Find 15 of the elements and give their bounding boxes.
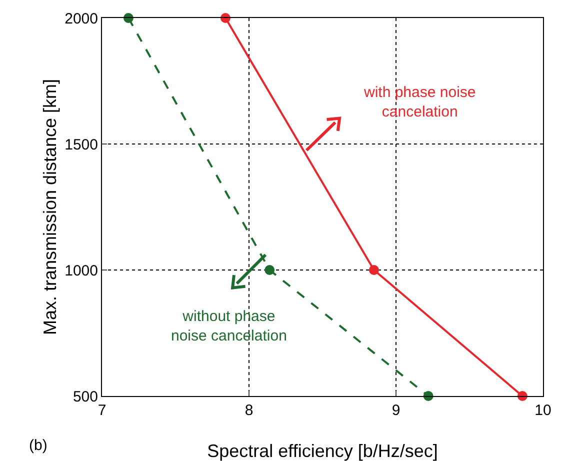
- x-tick-label: 9: [392, 402, 400, 419]
- y-tick-label: 1500: [64, 136, 98, 154]
- y-axis-title: Max. transmission distance [km]: [40, 78, 60, 336]
- point: [368, 265, 379, 275]
- x-tick-label: 7: [98, 402, 106, 419]
- x-tick-label: 8: [244, 402, 254, 419]
- y-tick-label: 2000: [64, 10, 98, 28]
- y-tick-label: 500: [72, 388, 98, 406]
- x-axis-title: Spectral efficiency [b/Hz/sec]: [207, 441, 438, 461]
- annotation: without phase noise cancelation: [171, 308, 287, 344]
- x-tick-label: 10: [534, 402, 552, 419]
- annotation: with phase noise cancelation: [363, 84, 476, 120]
- text: (b): [29, 437, 48, 454]
- y-tick-label: 1000: [64, 262, 98, 280]
- point: [264, 265, 275, 275]
